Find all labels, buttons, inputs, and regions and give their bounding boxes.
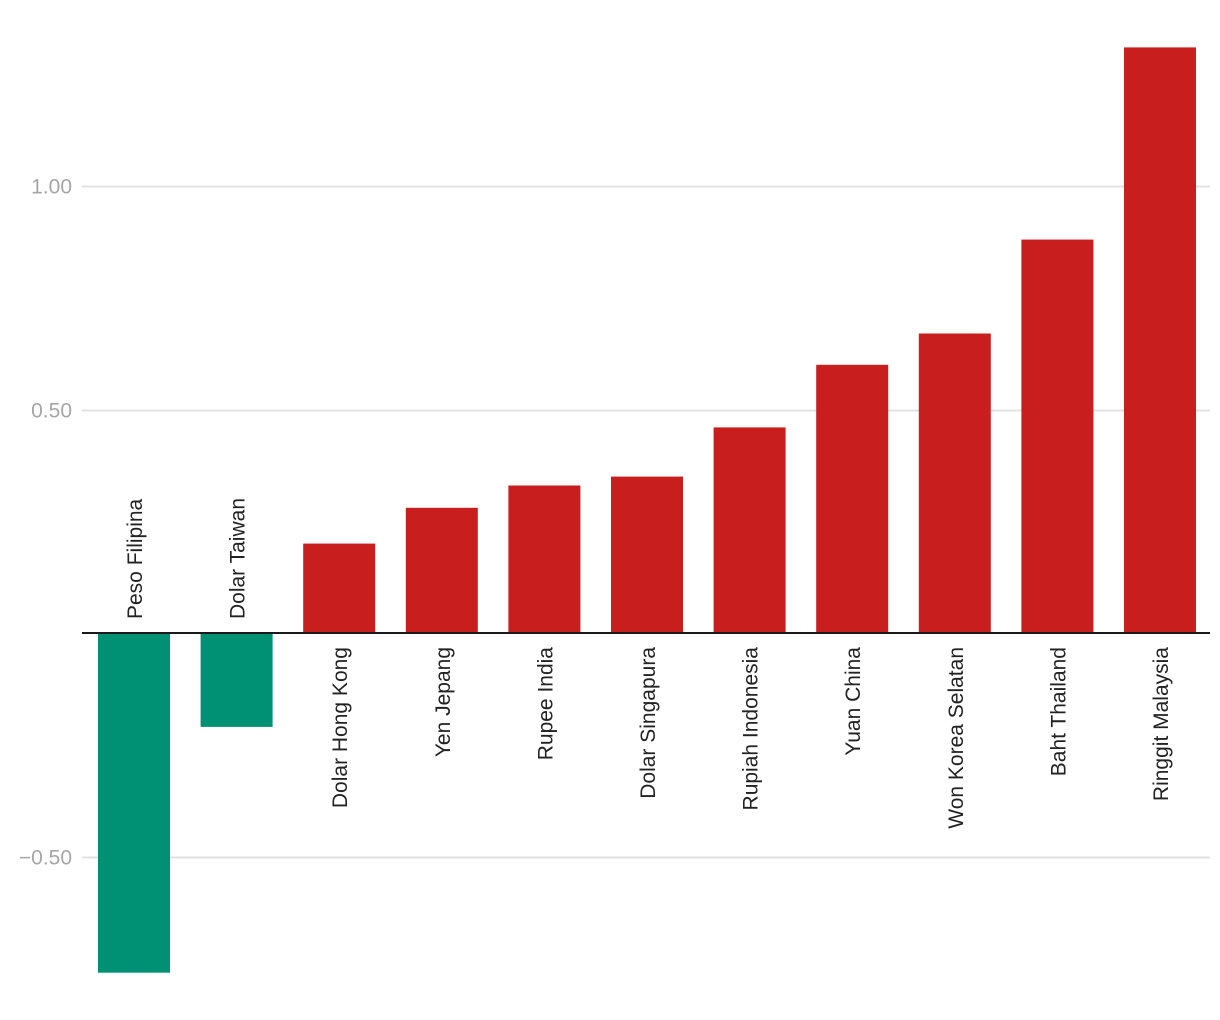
bar-rupiah-indonesia bbox=[713, 427, 786, 633]
category-label: Yen Jepang bbox=[432, 647, 455, 757]
category-label: Dolar Singapura bbox=[637, 647, 660, 799]
bar-ringgit-malaysia bbox=[1124, 47, 1196, 633]
category-label: Ringgit Malaysia bbox=[1150, 647, 1173, 801]
bar-won-korea-selatan bbox=[918, 333, 991, 633]
bar-baht-thailand bbox=[1021, 239, 1094, 633]
bar-peso-filipina bbox=[98, 633, 170, 973]
category-label: Won Korea Selatan bbox=[945, 647, 968, 829]
bars bbox=[98, 47, 1196, 973]
bar-dolar-hong-kong bbox=[303, 543, 376, 633]
bar-yen-jepang bbox=[405, 507, 478, 633]
category-label: Rupee India bbox=[534, 647, 557, 761]
category-labels: Peso Filipina Dolar Taiwan Dolar Hong Kong… bbox=[124, 498, 1173, 829]
bar-yuan-china bbox=[816, 364, 889, 633]
y-tick-label: −0.50 bbox=[19, 847, 72, 870]
category-label: Rupiah Indonesia bbox=[740, 647, 763, 811]
category-label: Yuan China bbox=[842, 647, 865, 756]
category-label: Baht Thailand bbox=[1047, 647, 1070, 776]
axes: −0.50 0.50 1.00 bbox=[19, 176, 1210, 870]
category-label: Dolar Taiwan bbox=[227, 498, 250, 619]
category-label: Peso Filipina bbox=[124, 498, 147, 619]
y-tick-label: 0.50 bbox=[31, 400, 72, 423]
bar-dolar-taiwan bbox=[200, 633, 273, 727]
bar-rupee-india bbox=[508, 485, 581, 633]
y-tick-label: 1.00 bbox=[31, 176, 72, 199]
category-label: Dolar Hong Kong bbox=[329, 647, 352, 808]
bar-dolar-singapura bbox=[611, 476, 683, 633]
